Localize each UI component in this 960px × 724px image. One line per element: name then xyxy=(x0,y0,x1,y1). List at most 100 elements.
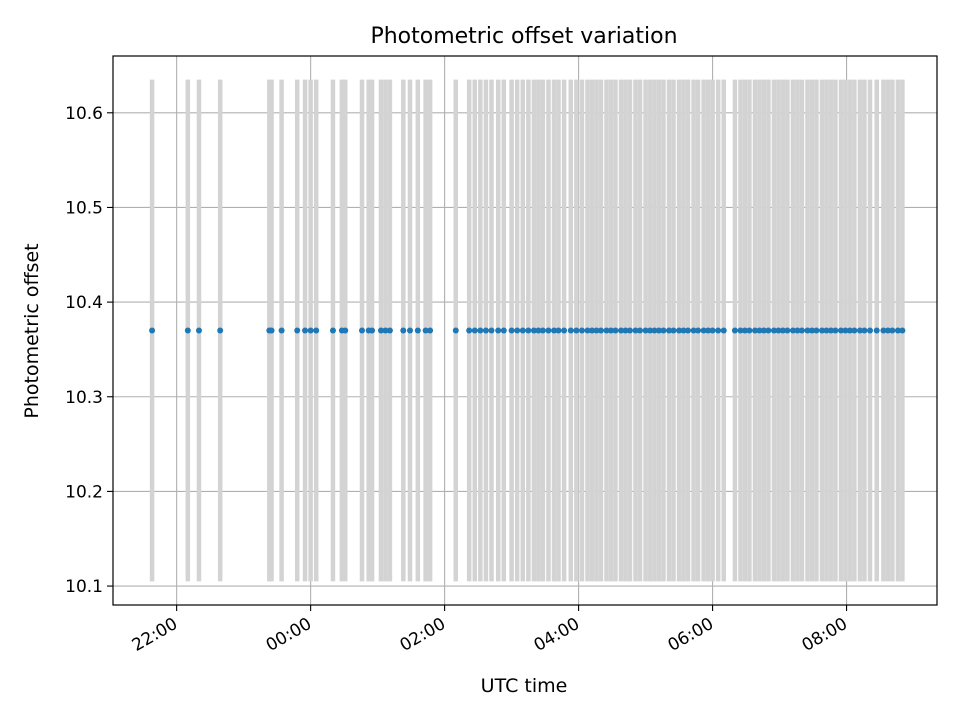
data-point xyxy=(884,327,891,334)
y-axis-ticks: 10.1 10.2 10.3 10.4 10.5 10.6 xyxy=(65,104,113,597)
data-point xyxy=(471,327,478,334)
data-point xyxy=(832,327,839,334)
y-axis-label: Photometric offset xyxy=(21,243,43,418)
data-point xyxy=(632,327,639,334)
data-point xyxy=(514,327,521,334)
data-point xyxy=(545,327,552,334)
data-point xyxy=(715,327,722,334)
data-point xyxy=(789,327,796,334)
data-point xyxy=(794,327,801,334)
data-point xyxy=(551,327,558,334)
data-point xyxy=(622,327,629,334)
data-point xyxy=(406,327,413,334)
data-point xyxy=(400,327,407,334)
data-point xyxy=(452,327,459,334)
data-point xyxy=(535,327,542,334)
data-point xyxy=(597,327,604,334)
data-point xyxy=(603,327,610,334)
data-point xyxy=(567,327,574,334)
data-point xyxy=(827,327,834,334)
data-point xyxy=(770,327,777,334)
data-point xyxy=(382,327,389,334)
data-point xyxy=(278,327,285,334)
data-point xyxy=(666,327,673,334)
data-point xyxy=(525,327,532,334)
data-point xyxy=(377,327,384,334)
data-point xyxy=(561,327,568,334)
data-point xyxy=(808,327,815,334)
data-point xyxy=(184,327,191,334)
plot-frame xyxy=(112,55,938,606)
data-point xyxy=(651,327,658,334)
data-point xyxy=(642,327,649,334)
data-point xyxy=(607,327,614,334)
data-point xyxy=(690,327,697,334)
data-point xyxy=(593,327,600,334)
data-point xyxy=(482,327,489,334)
data-point xyxy=(676,327,683,334)
data-point xyxy=(307,327,314,334)
data-point xyxy=(837,327,844,334)
data-point xyxy=(856,327,863,334)
y-tick-label: 10.6 xyxy=(65,104,103,124)
data-point xyxy=(779,327,786,334)
data-point xyxy=(709,327,716,334)
data-point xyxy=(618,327,625,334)
data-point xyxy=(851,327,858,334)
data-point xyxy=(149,327,156,334)
data-point xyxy=(588,327,595,334)
data-point xyxy=(731,327,738,334)
data-point xyxy=(655,327,662,334)
data-point xyxy=(784,327,791,334)
data-point xyxy=(477,327,484,334)
data-point xyxy=(889,327,896,334)
data-point xyxy=(813,327,820,334)
data-point xyxy=(737,327,744,334)
data-point xyxy=(846,327,853,334)
data-point xyxy=(626,327,633,334)
x-axis-label: UTC time xyxy=(481,675,568,697)
data-point xyxy=(584,327,591,334)
data-point xyxy=(294,327,301,334)
data-point xyxy=(342,327,349,334)
data-point xyxy=(867,327,874,334)
data-point xyxy=(313,327,320,334)
data-point xyxy=(756,327,763,334)
data-point xyxy=(414,327,421,334)
data-point xyxy=(369,327,376,334)
y-tick-label: 10.1 xyxy=(65,577,103,597)
data-point xyxy=(519,327,526,334)
data-point xyxy=(612,327,619,334)
data-point xyxy=(530,327,537,334)
data-point xyxy=(422,327,429,334)
data-point xyxy=(555,327,562,334)
data-point xyxy=(488,327,495,334)
data-point xyxy=(752,327,759,334)
data-point xyxy=(700,327,707,334)
data-point xyxy=(775,327,782,334)
data-point xyxy=(500,327,507,334)
data-point xyxy=(660,327,667,334)
data-point xyxy=(746,327,753,334)
data-point xyxy=(637,327,644,334)
data-point xyxy=(798,327,805,334)
data-point xyxy=(508,327,515,334)
data-point xyxy=(386,327,393,334)
data-point xyxy=(765,327,772,334)
y-tick-label: 10.4 xyxy=(65,293,103,313)
data-point xyxy=(195,327,202,334)
data-point xyxy=(670,327,677,334)
data-point xyxy=(705,327,712,334)
data-point xyxy=(818,327,825,334)
data-point xyxy=(720,327,727,334)
data-point xyxy=(495,327,502,334)
data-point xyxy=(573,327,580,334)
data-point xyxy=(578,327,585,334)
data-point xyxy=(899,327,906,334)
y-tick-label: 10.3 xyxy=(65,388,103,408)
data-point xyxy=(358,327,365,334)
data-point xyxy=(880,327,887,334)
data-point xyxy=(685,327,692,334)
chart-title: Photometric offset variation xyxy=(370,24,677,49)
